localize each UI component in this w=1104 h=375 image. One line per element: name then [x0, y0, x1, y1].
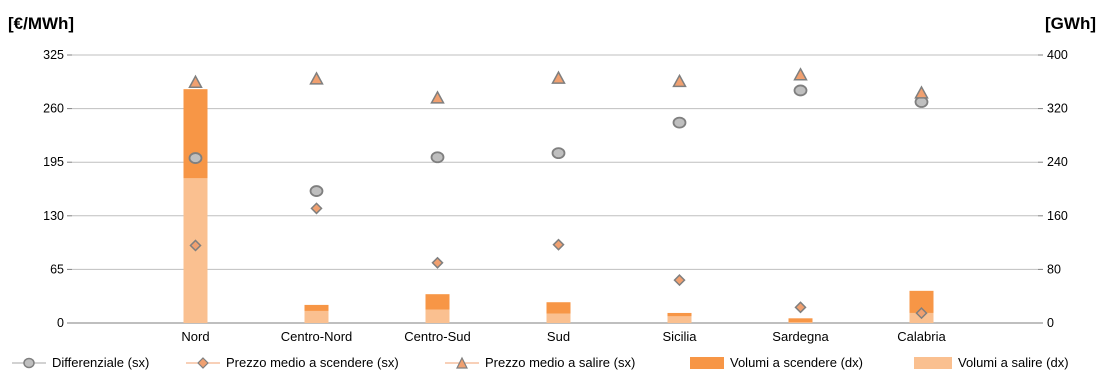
marker-differenziale: [672, 116, 687, 129]
marker-differenziale: [309, 185, 324, 197]
category-label: Centro-Nord: [281, 329, 353, 344]
bar-volumi-salire: [667, 316, 692, 323]
category-label: Nord: [181, 329, 209, 344]
marker-prezzo-salire: [914, 85, 929, 99]
bar-volumi-scendere: [183, 89, 208, 179]
right-axis-tick-label: 320: [1047, 102, 1068, 116]
right-axis-tick-label: 0: [1047, 316, 1054, 330]
left-axis-tick-label: 195: [43, 155, 64, 169]
bar-volumi-scendere: [304, 304, 329, 311]
bar-volumi-salire: [425, 309, 450, 323]
legend-circle-icon: [12, 357, 46, 368]
legend-label: Volumi a salire (dx): [958, 355, 1069, 370]
legend-label: Prezzo medio a scendere (sx): [226, 355, 399, 370]
marker-differenziale: [430, 151, 445, 164]
bar-volumi-salire: [304, 310, 329, 323]
right-axis-tick-label: 160: [1047, 209, 1068, 223]
marker-differenziale: [188, 152, 203, 164]
bar-volumi-salire: [546, 313, 571, 323]
marker-differenziale: [551, 147, 566, 160]
legend: Differenziale (sx) Prezzo medio a scende…: [0, 355, 1104, 373]
marker-prezzo-scendere: [310, 202, 323, 215]
right-axis-unit: [GWh]: [1045, 14, 1096, 33]
bar-volumi-salire: [788, 322, 813, 323]
right-axis-tick-label: 80: [1047, 262, 1061, 276]
left-axis-tick-label: 130: [43, 209, 64, 223]
legend-item-volumi-salire: Volumi a salire (dx): [914, 355, 1069, 370]
legend-item-prezzo-salire: Prezzo medio a salire (sx): [445, 355, 635, 370]
legend-triangle-icon: [445, 356, 479, 369]
bar-volumi-scendere: [909, 290, 934, 313]
legend-label: Differenziale (sx): [52, 355, 150, 370]
category-label: Calabria: [897, 329, 946, 344]
legend-item-prezzo-scendere: Prezzo medio a scendere (sx): [186, 355, 399, 370]
legend-label: Volumi a scendere (dx): [730, 355, 863, 370]
legend-diamond-icon: [186, 356, 220, 369]
marker-prezzo-scendere: [552, 238, 565, 251]
legend-swatch-icon: [914, 356, 952, 369]
marker-prezzo-salire: [188, 74, 203, 88]
marker-prezzo-salire: [551, 70, 566, 84]
marker-prezzo-salire: [430, 90, 445, 104]
marker-prezzo-salire: [309, 71, 324, 85]
category-label: Sicilia: [663, 329, 698, 344]
bar-volumi-scendere: [788, 318, 813, 323]
marker-prezzo-scendere: [915, 307, 928, 320]
left-axis-tick-label: 65: [50, 262, 64, 276]
legend-item-differenziale: Differenziale (sx): [12, 355, 149, 370]
category-label: Centro-Sud: [404, 329, 470, 344]
legend-swatch-icon: [690, 356, 724, 369]
marker-prezzo-scendere: [431, 256, 444, 269]
chart-plot: 0 65 130 195 260 325 0 80 160 240 320 400 Nord Centro…: [43, 48, 1068, 344]
left-axis-tick-label: 260: [43, 102, 64, 116]
bar-volumi-scendere: [546, 302, 571, 314]
bar-volumi-scendere: [667, 312, 692, 317]
category-label: Sardegna: [772, 329, 829, 344]
marker-differenziale: [793, 84, 808, 97]
right-axis-tick-label: 240: [1047, 155, 1068, 169]
legend-item-volumi-scendere: Volumi a scendere (dx): [690, 355, 863, 370]
category-label: Sud: [547, 329, 570, 344]
bar-volumi-scendere: [425, 294, 450, 310]
marker-prezzo-salire: [793, 67, 808, 81]
right-axis-tick-label: 400: [1047, 48, 1068, 62]
left-axis-tick-label: 0: [57, 316, 64, 330]
marker-prezzo-scendere: [189, 239, 202, 252]
marker-prezzo-scendere: [794, 301, 807, 314]
left-axis-tick-label: 325: [43, 48, 64, 62]
legend-label: Prezzo medio a salire (sx): [485, 355, 636, 370]
marker-prezzo-salire: [672, 73, 687, 88]
left-axis-unit: [€/MWh]: [8, 14, 75, 33]
marker-prezzo-scendere: [673, 274, 686, 287]
